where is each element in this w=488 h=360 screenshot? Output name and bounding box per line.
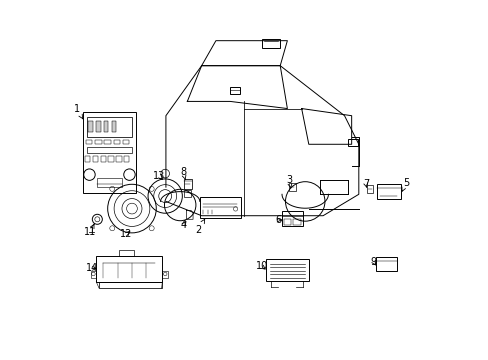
Text: 8: 8 bbox=[180, 167, 186, 180]
Bar bbox=[96, 121, 101, 132]
Bar bbox=[282, 211, 302, 226]
Bar bbox=[101, 156, 106, 162]
Bar bbox=[84, 156, 90, 162]
Bar bbox=[375, 257, 397, 271]
Bar bbox=[93, 156, 98, 162]
Bar bbox=[112, 121, 116, 132]
Bar bbox=[184, 190, 190, 197]
Bar bbox=[86, 140, 92, 144]
Text: 10: 10 bbox=[255, 261, 267, 271]
Bar bbox=[88, 121, 93, 132]
Bar bbox=[200, 197, 241, 217]
Bar bbox=[183, 179, 191, 189]
Text: 14: 14 bbox=[86, 263, 98, 273]
Bar bbox=[91, 271, 96, 278]
Text: 6: 6 bbox=[275, 215, 281, 225]
Bar bbox=[366, 185, 373, 193]
Bar bbox=[265, 258, 308, 281]
Text: 2: 2 bbox=[195, 219, 204, 235]
Text: 9: 9 bbox=[370, 257, 376, 267]
Bar bbox=[124, 156, 129, 162]
Bar bbox=[116, 156, 122, 162]
Bar bbox=[347, 139, 357, 146]
Bar bbox=[262, 39, 280, 48]
Bar bbox=[83, 112, 136, 193]
Text: 5: 5 bbox=[401, 178, 408, 191]
Text: 11: 11 bbox=[84, 224, 96, 237]
Bar bbox=[104, 140, 111, 144]
Text: 7: 7 bbox=[362, 179, 368, 189]
Text: 4: 4 bbox=[181, 220, 186, 230]
Bar bbox=[86, 147, 132, 153]
Text: 13: 13 bbox=[153, 171, 165, 181]
Text: 3: 3 bbox=[285, 175, 292, 188]
Bar bbox=[97, 178, 122, 187]
Bar bbox=[123, 140, 129, 144]
Bar bbox=[108, 156, 114, 162]
Bar bbox=[293, 219, 300, 225]
Bar bbox=[119, 249, 134, 256]
Bar bbox=[284, 219, 291, 225]
Bar bbox=[86, 117, 132, 137]
Bar bbox=[376, 184, 400, 199]
Bar bbox=[95, 140, 102, 144]
Bar bbox=[230, 87, 240, 94]
Bar bbox=[99, 282, 162, 288]
Bar bbox=[114, 140, 120, 144]
Bar bbox=[162, 271, 167, 278]
Bar bbox=[104, 121, 108, 132]
Bar bbox=[96, 256, 162, 282]
Bar bbox=[288, 183, 295, 191]
Text: 1: 1 bbox=[73, 104, 82, 119]
Text: 12: 12 bbox=[120, 229, 133, 239]
